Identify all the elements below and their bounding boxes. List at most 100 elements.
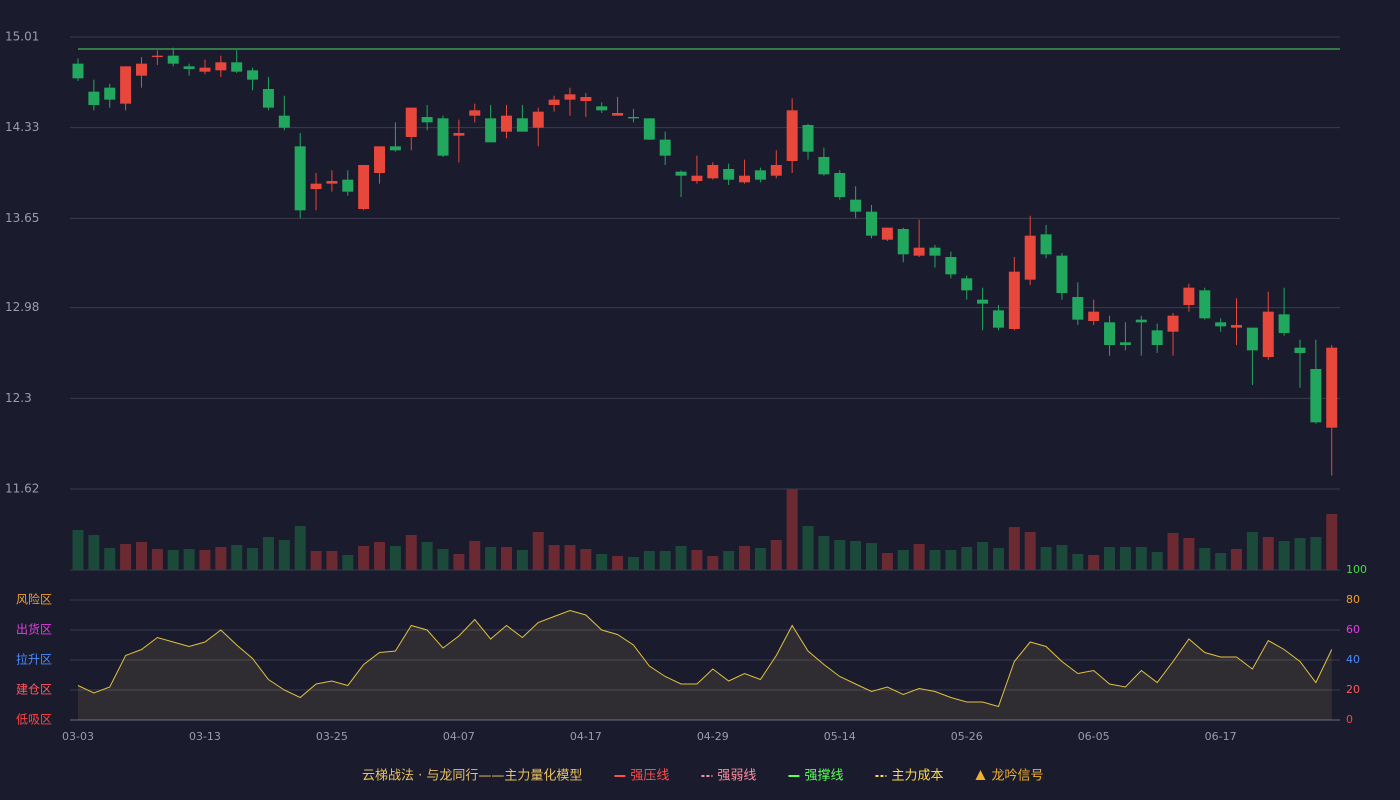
- candle-body: [532, 111, 544, 128]
- candle-body: [120, 66, 132, 104]
- volume-bar: [802, 526, 814, 570]
- volume-bar: [310, 551, 322, 570]
- candle-body: [135, 63, 147, 76]
- volume-bar: [1119, 547, 1131, 570]
- candle-body: [1040, 234, 1052, 255]
- candle-body: [1326, 347, 1338, 428]
- candle-body: [818, 157, 830, 175]
- volume-bar: [866, 543, 877, 570]
- volume-bar: [643, 551, 655, 570]
- candle-body: [104, 87, 116, 100]
- candle-body: [754, 170, 766, 180]
- candle-body: [1294, 347, 1306, 353]
- candle-body: [770, 165, 782, 176]
- volume-bar: [1040, 547, 1052, 570]
- volume-bar: [945, 550, 957, 570]
- volume-bar: [1262, 537, 1274, 570]
- volume-bar: [215, 547, 227, 570]
- y2-tick-label: 20: [1346, 683, 1360, 696]
- volume-bar: [183, 549, 195, 570]
- volume-bar: [659, 551, 671, 570]
- y-tick-label: 15.01: [5, 30, 39, 44]
- volume-bar: [1231, 549, 1243, 570]
- y-tick-label: 12.98: [5, 300, 39, 314]
- volume-bar: [453, 554, 465, 570]
- candle-body: [310, 183, 322, 189]
- volume-bar: [564, 545, 576, 570]
- candle-body: [977, 299, 989, 304]
- volume-bar: [1056, 545, 1068, 570]
- volume-bar: [199, 550, 211, 570]
- volume-bar: [358, 546, 370, 570]
- volume-bar: [850, 541, 862, 570]
- volume-bar: [1215, 553, 1227, 570]
- x-tick-label: 05-14: [824, 730, 856, 743]
- candle-body: [992, 310, 1004, 328]
- volume-bar: [532, 532, 544, 570]
- candle-body: [199, 67, 211, 72]
- legend-icon: [975, 770, 986, 780]
- volume-bar: [437, 549, 449, 570]
- x-tick-label: 04-29: [697, 730, 729, 743]
- x-tick-label: 03-25: [316, 730, 348, 743]
- volume-bar: [913, 544, 925, 570]
- volume-bar: [294, 526, 306, 570]
- candle-body: [850, 199, 862, 212]
- volume-bar: [421, 542, 433, 570]
- y2-tick-label: 60: [1346, 623, 1360, 636]
- volume-bar: [135, 542, 147, 570]
- y2-tick-label: 0: [1346, 713, 1353, 726]
- zone-label: 低吸区: [16, 713, 52, 727]
- volume-bar: [548, 545, 560, 570]
- candle-body: [1135, 319, 1147, 323]
- volume-bar: [1246, 532, 1258, 570]
- y-tick-label: 11.62: [5, 482, 39, 496]
- legend-title: 云梯战法 · 与龙同行——主力量化模型: [362, 769, 582, 784]
- volume-bar: [72, 530, 84, 570]
- candle-body: [1278, 314, 1290, 333]
- volume-bar: [1326, 514, 1338, 570]
- candle-body: [739, 175, 751, 183]
- y2-tick-label: 80: [1346, 593, 1360, 606]
- candle-body: [881, 227, 893, 240]
- x-tick-label: 06-17: [1205, 730, 1237, 743]
- volume-bar: [580, 549, 592, 570]
- candle-body: [485, 118, 497, 143]
- candle-body: [1167, 315, 1179, 332]
- volume-bar: [1072, 554, 1084, 570]
- volume-bar: [739, 546, 751, 570]
- candle-body: [1183, 287, 1195, 305]
- volume-bar: [1024, 532, 1036, 570]
- y2-tick-label: 40: [1346, 653, 1360, 666]
- candle-body: [342, 179, 354, 192]
- volume-bar: [500, 547, 512, 570]
- candle-body: [421, 117, 433, 123]
- candle-body: [580, 97, 592, 101]
- candle-body: [548, 99, 560, 105]
- volume-bar: [627, 557, 639, 570]
- legend-label: 强压线: [630, 769, 669, 784]
- zone-label: 建仓区: [16, 683, 52, 697]
- volume-bar: [167, 550, 179, 570]
- volume-bar: [374, 542, 386, 570]
- candle-body: [691, 175, 703, 181]
- volume-bar: [1135, 547, 1147, 570]
- x-tick-label: 04-17: [570, 730, 602, 743]
- oscillator-area: [78, 610, 1332, 720]
- volume-bar: [897, 550, 909, 570]
- candle-body: [405, 107, 417, 137]
- volume-bar: [786, 489, 798, 570]
- candle-body: [1008, 271, 1020, 329]
- candle-body: [707, 165, 719, 179]
- volume-bar: [469, 541, 481, 570]
- volume-bar: [389, 546, 401, 570]
- y-tick-label: 12.3: [5, 391, 32, 405]
- candle-body: [1262, 311, 1274, 357]
- x-tick-label: 04-07: [443, 730, 475, 743]
- candle-body: [643, 118, 655, 140]
- candle-body: [453, 133, 465, 136]
- candle-body: [262, 89, 274, 108]
- volume-bar: [977, 542, 989, 570]
